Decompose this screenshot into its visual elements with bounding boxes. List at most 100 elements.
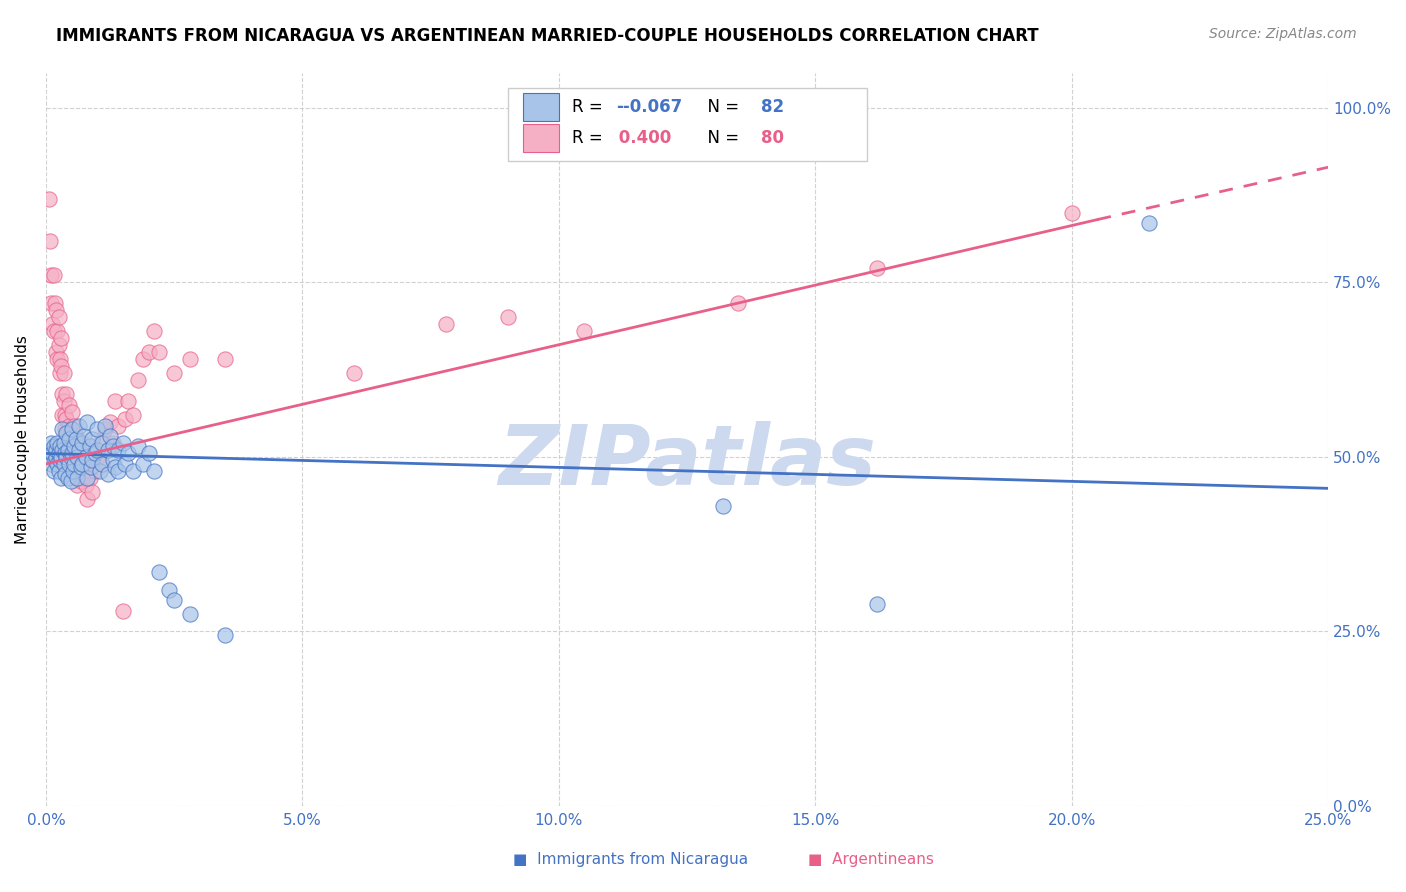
- Point: [574, 324, 596, 338]
- Point: [45, 450, 67, 464]
- Point: [51, 387, 73, 401]
- Point: [62, 464, 84, 478]
- Point: [58, 418, 80, 433]
- Point: [45, 442, 67, 457]
- Point: [163, 593, 186, 607]
- Point: [163, 366, 186, 380]
- Point: [76, 491, 98, 506]
- Point: [91, 457, 114, 471]
- Point: [86, 450, 108, 464]
- Point: [67, 418, 90, 433]
- Point: [179, 352, 201, 367]
- Point: [96, 467, 118, 482]
- Point: [70, 471, 93, 485]
- Point: [58, 457, 80, 471]
- Point: [46, 436, 69, 450]
- Point: [101, 453, 124, 467]
- Point: [83, 464, 105, 478]
- Point: [39, 234, 62, 248]
- Point: [51, 471, 73, 485]
- Point: [67, 457, 90, 471]
- Point: [49, 440, 72, 454]
- Point: [70, 460, 93, 475]
- Point: [214, 628, 236, 642]
- Y-axis label: Married-couple Households: Married-couple Households: [15, 335, 30, 544]
- Point: [89, 464, 111, 478]
- Point: [127, 440, 149, 454]
- Point: [67, 436, 90, 450]
- Point: [59, 450, 82, 464]
- Point: [96, 442, 118, 457]
- Point: [39, 268, 62, 283]
- Point: [127, 373, 149, 387]
- Text: --0.067: --0.067: [617, 98, 683, 116]
- Text: 80: 80: [762, 129, 785, 147]
- Point: [179, 607, 201, 621]
- Point: [70, 436, 93, 450]
- Point: [55, 387, 77, 401]
- Point: [55, 467, 77, 482]
- Point: [70, 457, 93, 471]
- Point: [42, 464, 65, 478]
- Point: [82, 433, 104, 447]
- Text: N =: N =: [697, 129, 745, 147]
- Point: [117, 394, 139, 409]
- Point: [51, 359, 73, 374]
- Point: [73, 429, 96, 443]
- Bar: [523, 124, 558, 153]
- Point: [70, 475, 93, 489]
- Point: [107, 442, 129, 457]
- Point: [46, 324, 69, 338]
- Point: [60, 422, 83, 436]
- Point: [122, 408, 145, 422]
- Point: [89, 436, 111, 450]
- Point: [63, 457, 86, 471]
- Point: [111, 436, 134, 450]
- Point: [44, 453, 66, 467]
- Point: [75, 450, 97, 464]
- Text: IMMIGRANTS FROM NICARAGUA VS ARGENTINEAN MARRIED-COUPLE HOUSEHOLDS CORRELATION C: IMMIGRANTS FROM NICARAGUA VS ARGENTINEAN…: [56, 27, 1039, 45]
- Point: [91, 436, 114, 450]
- Point: [73, 457, 96, 471]
- Bar: [523, 93, 558, 120]
- Point: [52, 457, 75, 471]
- Point: [39, 442, 62, 457]
- Point: [58, 398, 80, 412]
- Point: [42, 324, 65, 338]
- Point: [82, 453, 104, 467]
- Point: [48, 338, 70, 352]
- Point: [1060, 205, 1083, 219]
- Point: [55, 446, 77, 460]
- Point: [55, 411, 77, 425]
- Point: [711, 499, 734, 513]
- Point: [122, 464, 145, 478]
- Point: [727, 296, 749, 310]
- Point: [60, 429, 83, 443]
- Point: [62, 446, 84, 460]
- Point: [59, 475, 82, 489]
- Point: [82, 484, 104, 499]
- Point: [83, 446, 105, 460]
- Text: Source: ZipAtlas.com: Source: ZipAtlas.com: [1209, 27, 1357, 41]
- Point: [142, 324, 165, 338]
- Point: [42, 268, 65, 283]
- Point: [148, 565, 170, 579]
- Point: [107, 418, 129, 433]
- Point: [52, 366, 75, 380]
- Point: [51, 442, 73, 457]
- Point: [65, 429, 87, 443]
- Point: [39, 457, 62, 471]
- Text: ZIPatlas: ZIPatlas: [498, 421, 876, 502]
- Point: [111, 603, 134, 617]
- Point: [49, 352, 72, 367]
- Text: R =: R =: [572, 98, 607, 116]
- Point: [38, 450, 60, 464]
- Point: [114, 457, 136, 471]
- Point: [38, 192, 60, 206]
- Point: [76, 457, 98, 471]
- Point: [101, 436, 124, 450]
- Point: [79, 440, 101, 454]
- Point: [496, 310, 519, 325]
- Point: [117, 446, 139, 460]
- Point: [58, 433, 80, 447]
